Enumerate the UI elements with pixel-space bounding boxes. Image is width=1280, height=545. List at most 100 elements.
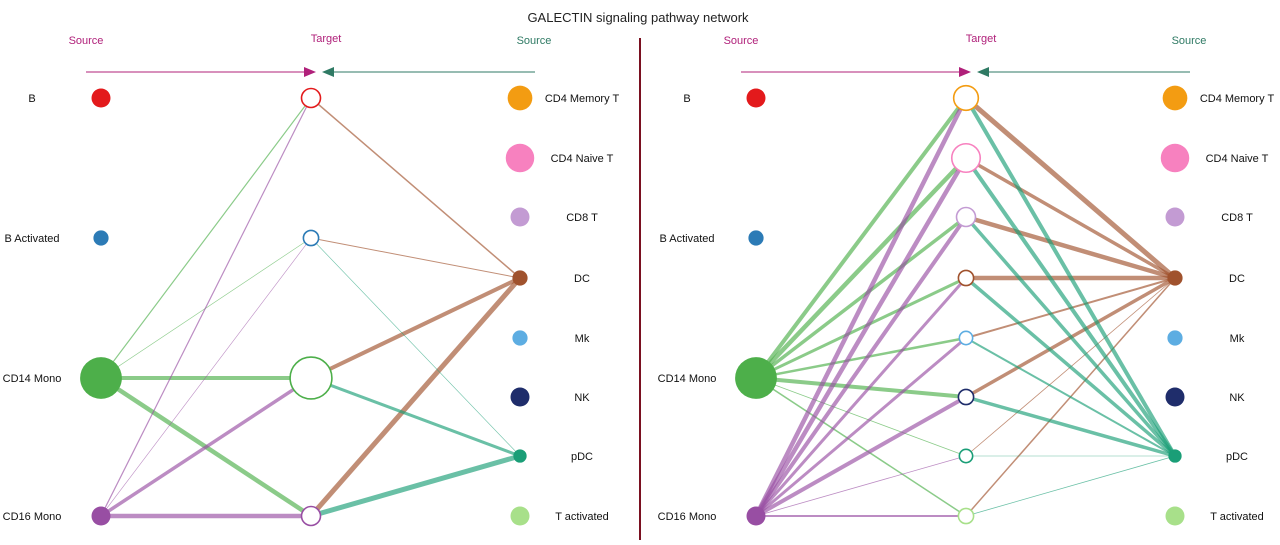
source-node-cd4-naive-t[interactable] — [1160, 143, 1190, 173]
source-node-cd14-mono[interactable] — [80, 357, 122, 399]
edge-cd16-mono-to-cd4-memory-t — [753, 96, 969, 518]
source-node-pdc[interactable] — [513, 449, 527, 463]
edge-dc-to-cd14-mono — [310, 276, 521, 380]
edges — [753, 96, 1177, 518]
source-node-pdc[interactable] — [1168, 449, 1182, 463]
edge-dc-to-cd16-mono — [309, 276, 522, 518]
source-label-b: B — [28, 93, 35, 105]
source-label-cd4-naive-t: CD4 Naive T — [1206, 153, 1269, 165]
source-label-nk: NK — [574, 392, 590, 404]
source-node-cd14-mono[interactable] — [735, 357, 777, 399]
edge-cd14-mono-to-pdc — [755, 377, 967, 457]
edge-dc-to-b-activated — [310, 237, 521, 279]
source-node-cd8-t[interactable] — [510, 207, 530, 227]
source-label-cd4-memory-t: CD4 Memory T — [545, 93, 620, 105]
target-node-b[interactable] — [300, 87, 322, 109]
source-label-cd14-mono: CD14 Mono — [3, 373, 62, 385]
edge-pdc-to-nk — [965, 395, 1176, 458]
source-label-cd8-t: CD8 T — [1221, 212, 1253, 224]
source-label-dc: DC — [1229, 273, 1245, 285]
source-label-cd4-naive-t: CD4 Naive T — [551, 153, 614, 165]
header-target: Target — [311, 33, 342, 45]
header-source-left: Source — [69, 35, 104, 47]
source-label-b: B — [683, 93, 690, 105]
target-node-cd14-mono[interactable] — [289, 356, 333, 400]
source-node-nk[interactable] — [510, 387, 530, 407]
source-node-mk[interactable] — [1167, 330, 1183, 346]
panel-right: Source Target Source B B Activated CD14 Mono C… — [658, 33, 1275, 526]
source-node-b-activated[interactable] — [93, 230, 109, 246]
target-node-cd8-t[interactable] — [955, 206, 977, 228]
target-node-pdc[interactable] — [958, 448, 974, 464]
edge-dc-to-cd4-memory-t — [964, 96, 1177, 280]
edge-pdc-to-cd4-naive-t — [964, 156, 1177, 458]
header-source-left: Source — [724, 35, 759, 47]
figure-title: GALECTIN signaling pathway network — [527, 10, 749, 25]
source-node-t-activated[interactable] — [1165, 506, 1185, 526]
source-node-cd4-memory-t[interactable] — [1162, 85, 1188, 111]
edge-cd14-mono-to-mk — [755, 336, 967, 380]
edge-cd14-mono-to-t-activated — [755, 377, 967, 517]
edge-pdc-to-b-activated — [310, 237, 521, 457]
source-node-dc[interactable] — [1167, 270, 1183, 286]
edge-cd14-mono-to-cd4-naive-t — [754, 156, 968, 380]
target-node-cd4-naive-t[interactable] — [950, 142, 982, 174]
source-node-mk[interactable] — [512, 330, 528, 346]
source-label-cd16-mono: CD16 Mono — [3, 511, 62, 523]
source-label-nk: NK — [1229, 392, 1245, 404]
source-label-mk: Mk — [575, 333, 590, 345]
source-node-cd16-mono[interactable] — [91, 506, 111, 526]
edge-dc-to-cd8-t — [965, 214, 1176, 281]
source-node-b-activated[interactable] — [748, 230, 764, 246]
source-node-cd8-t[interactable] — [1165, 207, 1185, 227]
edge-cd14-mono-to-dc — [755, 276, 967, 380]
edge-cd14-mono-to-cd4-memory-t — [754, 96, 968, 380]
edge-cd16-mono-to-nk — [755, 395, 967, 518]
header-source-right: Source — [517, 35, 552, 47]
source-node-cd4-memory-t[interactable] — [507, 85, 533, 111]
edge-pdc-to-cd14-mono — [310, 376, 521, 458]
source-label-cd8-t: CD8 T — [566, 212, 598, 224]
source-label-b-activated: B Activated — [659, 233, 714, 245]
edges — [99, 97, 522, 519]
source-node-cd4-naive-t[interactable] — [505, 143, 535, 173]
source-node-t-activated[interactable] — [510, 506, 530, 526]
target-node-dc[interactable] — [957, 269, 975, 287]
edge-dc-to-cd4-naive-t — [965, 156, 1176, 280]
edge-pdc-to-t-activated — [965, 455, 1176, 517]
source-label-cd14-mono: CD14 Mono — [658, 373, 717, 385]
header-target: Target — [966, 33, 997, 45]
source-node-nk[interactable] — [1165, 387, 1185, 407]
target-node-b-activated[interactable] — [302, 229, 320, 247]
target-node-cd16-mono[interactable] — [300, 505, 322, 527]
edge-pdc-to-cd16-mono — [310, 453, 521, 519]
source-label-dc: DC — [574, 273, 590, 285]
network-panels: Source Target Source B B Activated CD14 Mono C… — [3, 33, 1275, 540]
edge-cd14-mono-to-cd8-t — [754, 215, 968, 380]
source-label-t-activated: T activated — [555, 511, 609, 523]
target-node-cd4-memory-t[interactable] — [952, 84, 980, 112]
source-node-b[interactable] — [91, 88, 111, 108]
arrowhead-source-left — [304, 67, 316, 77]
edge-dc-to-b — [310, 97, 521, 279]
source-node-b[interactable] — [746, 88, 766, 108]
edge-cd16-mono-to-dc — [754, 277, 968, 517]
source-node-dc[interactable] — [512, 270, 528, 286]
source-label-cd16-mono: CD16 Mono — [658, 511, 717, 523]
edge-cd16-mono-to-cd14-mono — [100, 376, 312, 518]
source-label-cd4-memory-t: CD4 Memory T — [1200, 93, 1275, 105]
edge-cd14-mono-to-b — [100, 97, 312, 379]
target-node-mk[interactable] — [958, 330, 974, 346]
source-node-cd16-mono[interactable] — [746, 506, 766, 526]
target-node-nk[interactable] — [957, 388, 975, 406]
edge-pdc-to-cd8-t — [964, 215, 1177, 458]
edge-cd16-mono-to-b-activated — [100, 237, 312, 517]
arrowhead-source-right — [977, 67, 989, 77]
source-label-mk: Mk — [1230, 333, 1245, 345]
edge-cd16-mono-to-pdc — [755, 455, 967, 517]
panel-left: Source Target Source B B Activated CD14 Mono C… — [3, 33, 620, 527]
header-source-right: Source — [1172, 35, 1207, 47]
target-node-t-activated[interactable] — [957, 507, 975, 525]
arrowhead-source-left — [959, 67, 971, 77]
